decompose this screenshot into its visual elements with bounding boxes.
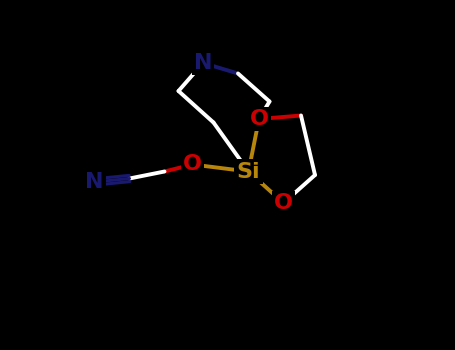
Text: O: O — [183, 154, 202, 175]
Text: N: N — [85, 172, 104, 192]
Text: N: N — [194, 53, 212, 73]
Text: O: O — [249, 109, 268, 129]
Text: Si: Si — [237, 161, 260, 182]
Text: O: O — [274, 193, 293, 213]
